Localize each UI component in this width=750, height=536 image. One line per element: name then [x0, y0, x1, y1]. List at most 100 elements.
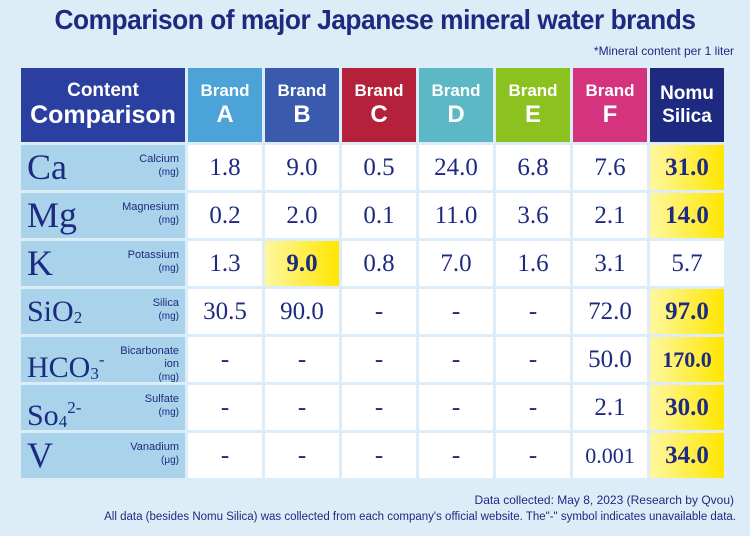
- value-cell: -: [342, 433, 416, 478]
- value-cell: -: [188, 337, 262, 382]
- element-symbol-main: Mg: [27, 195, 78, 235]
- value-cell: 1.3: [188, 241, 262, 286]
- value-cell: 6.8: [496, 145, 570, 190]
- element-name-text: Vanadium: [130, 441, 179, 453]
- table-row: V Vanadium (μg) - - - - -0.001 34.0: [21, 433, 724, 478]
- element-name: Silica (mg): [153, 297, 179, 323]
- value-cell: 11.0: [419, 193, 493, 238]
- table-row: K Potassium (mg) 1.3 9.0 0.8 7.0 1.6 3.1 5.7: [21, 241, 724, 286]
- column-header-2: Brand C: [342, 68, 416, 142]
- header-content-comparison: Content Comparison: [21, 68, 185, 142]
- value-cell: -: [419, 433, 493, 478]
- row-label: So42- Sulfate (mg): [21, 385, 185, 430]
- element-symbol-subscript: 2: [73, 308, 83, 327]
- value-cell: 1.8: [188, 145, 262, 190]
- value-cell: -: [188, 385, 262, 430]
- value-cell: 14.0: [650, 193, 724, 238]
- column-header-1: Brand B: [265, 68, 339, 142]
- element-symbol: HCO3-: [27, 337, 105, 382]
- value-cell: -: [496, 433, 570, 478]
- value-cell: -: [188, 433, 262, 478]
- value-cell: -: [265, 433, 339, 478]
- element-symbol: So42-: [27, 385, 81, 430]
- value-cell: -: [496, 289, 570, 334]
- element-symbol-subscript: 3: [90, 364, 99, 382]
- table-row: Ca Calcium (mg) 1.8 9.0 0.5 24.0 6.8 7.6 31.0: [21, 145, 724, 190]
- value-cell: 5.7: [650, 241, 724, 286]
- table-row: HCO3- Bicarbonate ion (mg) - - - - -50.0 170.0: [21, 337, 724, 382]
- column-header-line2: F: [602, 101, 618, 128]
- header-content-line1: Content: [67, 80, 139, 101]
- element-symbol-main: Ca: [27, 147, 67, 187]
- value-cell: 0.001: [573, 433, 647, 478]
- value-cell: 50.0: [573, 337, 647, 382]
- element-unit: (mg): [158, 311, 179, 322]
- column-header-6: Nomu Silica: [650, 68, 724, 142]
- value-cell: 34.0: [650, 433, 724, 478]
- element-unit: (μg): [161, 455, 179, 466]
- page-title: Comparison of major Japanese mineral wat…: [54, 4, 696, 35]
- element-symbol: K: [27, 241, 53, 286]
- value-cell: -: [265, 385, 339, 430]
- element-symbol-superscript: 2-: [67, 398, 82, 417]
- value-cell: -: [496, 385, 570, 430]
- element-name: Calcium (mg): [139, 153, 179, 179]
- disclaimer-note: All data (besides Nomu Silica) was colle…: [104, 511, 736, 523]
- value-cell: 0.8: [342, 241, 416, 286]
- value-cell: 72.0: [573, 289, 647, 334]
- element-symbol-main: So: [27, 399, 59, 430]
- value-cell: 90.0: [265, 289, 339, 334]
- unit-note: *Mineral content per 1 liter: [593, 44, 734, 58]
- column-header-line2: B: [293, 101, 311, 128]
- column-header-line1: Brand: [277, 81, 327, 100]
- row-label: Ca Calcium (mg): [21, 145, 185, 190]
- column-header-line1: Brand: [200, 81, 250, 100]
- value-cell: 7.0: [419, 241, 493, 286]
- element-symbol: SiO2: [27, 289, 82, 334]
- value-cell: 97.0: [650, 289, 724, 334]
- value-cell: 170.0: [650, 337, 724, 382]
- value-cell: -: [419, 385, 493, 430]
- row-label: V Vanadium (μg): [21, 433, 185, 478]
- column-header-line2: Silica: [662, 106, 712, 127]
- element-name: Vanadium (μg): [130, 441, 179, 467]
- element-name: Bicarbonate ion (mg): [107, 345, 179, 382]
- value-cell: -: [496, 337, 570, 382]
- value-cell: 7.6: [573, 145, 647, 190]
- row-label: Mg Magnesium (mg): [21, 193, 185, 238]
- element-symbol: V: [27, 433, 53, 478]
- element-unit: (mg): [158, 407, 179, 418]
- row-label: K Potassium (mg): [21, 241, 185, 286]
- element-unit: (mg): [158, 263, 179, 274]
- value-cell: -: [419, 337, 493, 382]
- element-name: Potassium (mg): [128, 249, 179, 275]
- element-name: Sulfate (mg): [145, 393, 179, 419]
- element-name-text: Potassium: [127, 249, 179, 261]
- element-name-text: Bicarbonate ion: [120, 345, 179, 370]
- column-header-line1: Brand: [585, 81, 635, 100]
- header-row: Content Comparison Brand A Brand B Brand C Bra…: [21, 68, 724, 142]
- data-collected-note: Data collected: May 8, 2023 (Research by…: [474, 493, 734, 507]
- value-cell: 31.0: [650, 145, 724, 190]
- element-unit: (mg): [158, 372, 179, 382]
- element-name-text: Sulfate: [144, 393, 179, 405]
- value-cell: 9.0: [265, 241, 339, 286]
- value-cell: 0.1: [342, 193, 416, 238]
- column-header-3: Brand D: [419, 68, 493, 142]
- value-cell: 2.0: [265, 193, 339, 238]
- value-cell: 3.6: [496, 193, 570, 238]
- element-unit: (mg): [158, 167, 179, 178]
- column-header-4: Brand E: [496, 68, 570, 142]
- comparison-table: Content Comparison Brand A Brand B Brand C Bra…: [18, 65, 727, 481]
- value-cell: 9.0: [265, 145, 339, 190]
- element-name-text: Calcium: [139, 153, 179, 165]
- element-symbol-main: SiO: [27, 295, 74, 328]
- element-symbol: Mg: [27, 193, 77, 238]
- value-cell: 30.0: [650, 385, 724, 430]
- column-header-line1: Brand: [354, 81, 404, 100]
- column-header-line1: Brand: [431, 81, 481, 100]
- element-name-text: Silica: [152, 297, 179, 309]
- column-header-0: Brand A: [188, 68, 262, 142]
- column-header-5: Brand F: [573, 68, 647, 142]
- value-cell: 0.5: [342, 145, 416, 190]
